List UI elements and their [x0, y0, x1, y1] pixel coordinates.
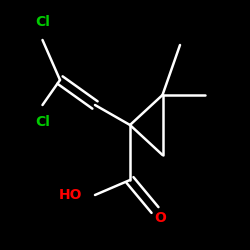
Text: Cl: Cl — [35, 116, 50, 130]
Text: Cl: Cl — [35, 16, 50, 30]
Text: O: O — [154, 210, 166, 224]
Text: HO: HO — [58, 188, 82, 202]
